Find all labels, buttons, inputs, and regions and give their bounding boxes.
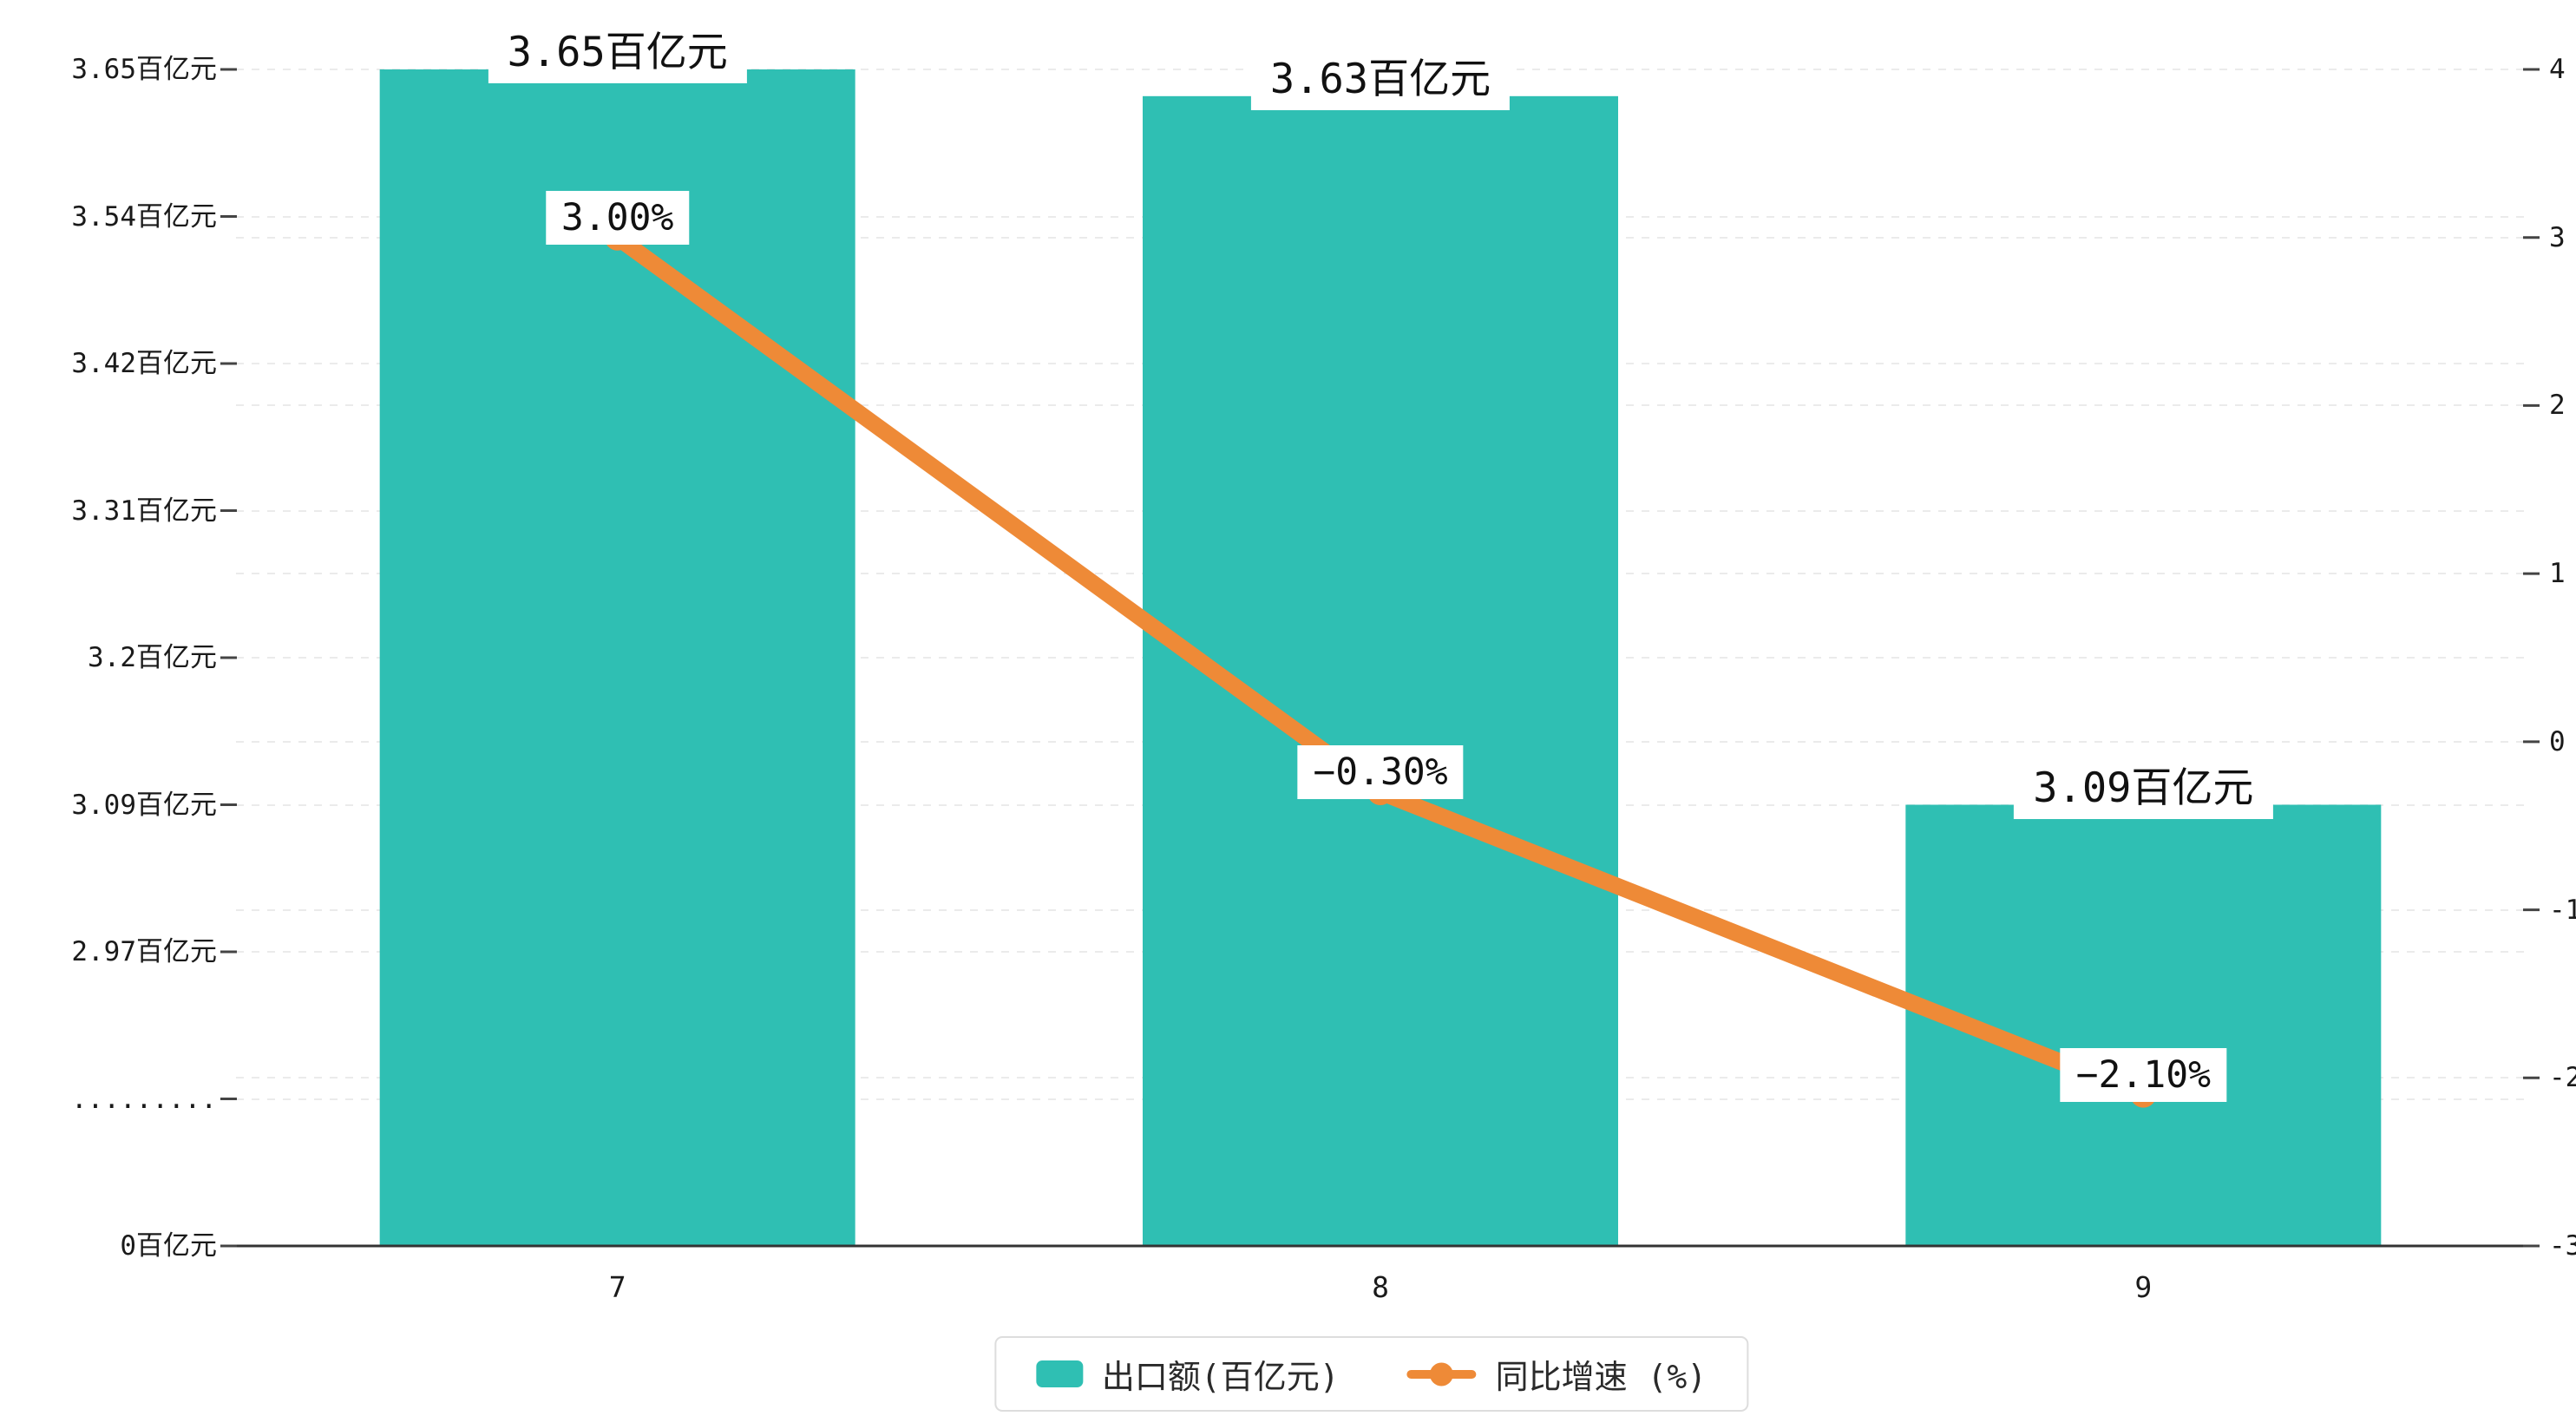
legend-item-line[interactable]: 同比增速 (%) (1406, 1350, 1708, 1398)
line-point-9[interactable] (2130, 1081, 2157, 1108)
legend: 出口额(百亿元) 同比增速 (%) (993, 1336, 1749, 1412)
bar-swatch-icon (1035, 1360, 1083, 1387)
line-dot-icon (1430, 1362, 1454, 1386)
line-point-8[interactable] (1367, 778, 1393, 805)
legend-item-bar[interactable]: 出口额(百亿元) (1035, 1350, 1340, 1398)
bar-7[interactable] (379, 69, 855, 1246)
line-swatch-icon (1406, 1362, 1477, 1386)
legend-label-bar: 出口额(百亿元) (1101, 1358, 1340, 1396)
legend-label-line: 同比增速 (%) (1495, 1358, 1708, 1396)
line-point-7[interactable] (604, 224, 631, 251)
